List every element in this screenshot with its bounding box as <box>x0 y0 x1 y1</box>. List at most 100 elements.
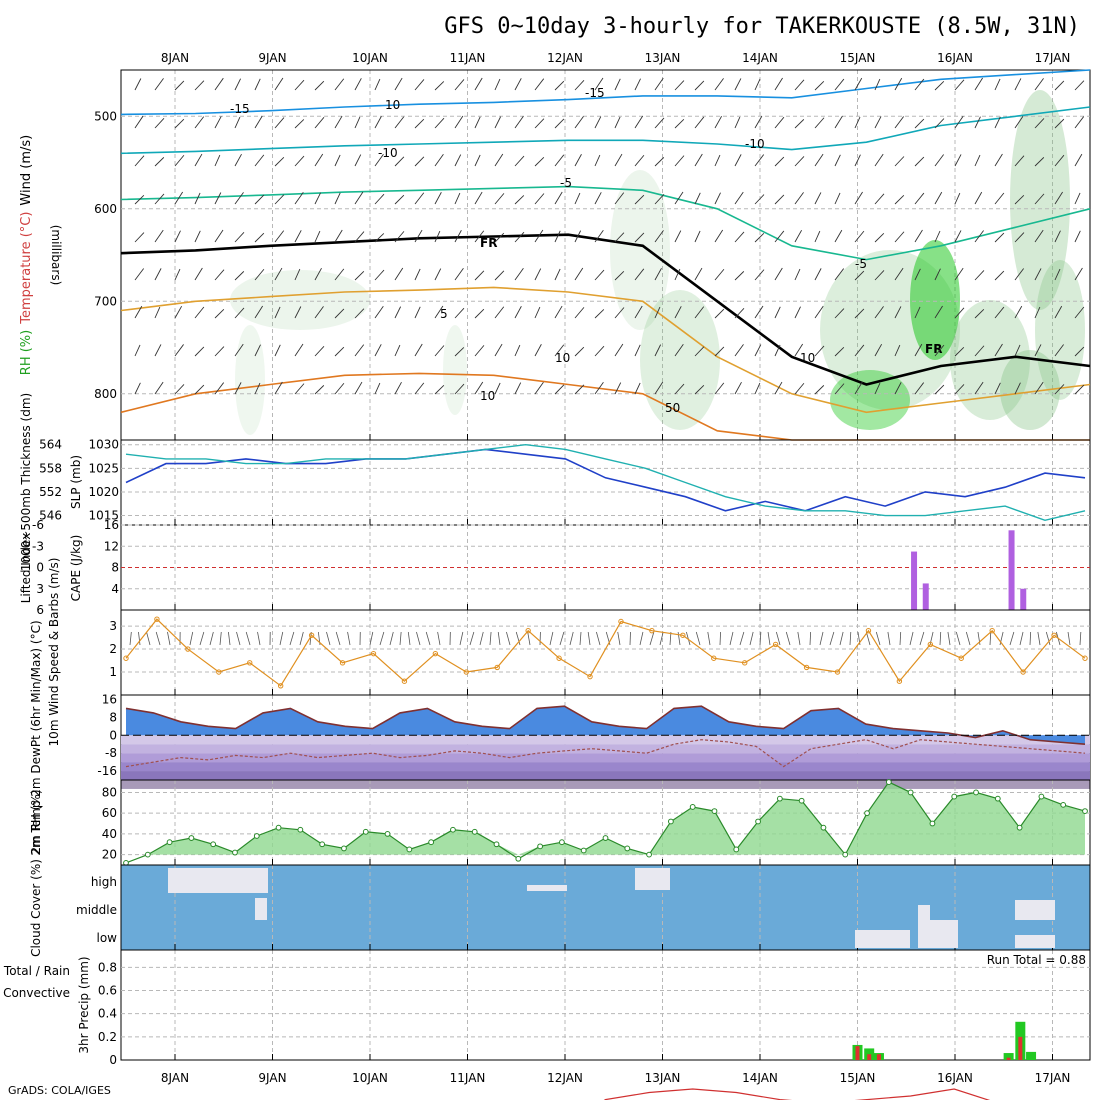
top-date-label-13JAN: 13JAN <box>645 51 681 65</box>
wind-barb-590 <box>588 632 590 645</box>
upper-wind-barb-835-90 <box>835 79 844 90</box>
upper-wind-barb-135-242 <box>135 233 144 242</box>
top-date-label-15JAN: 15JAN <box>840 51 876 65</box>
upper-wind-barb-1075-128 <box>1075 117 1084 128</box>
upper-wind-barb-495-280 <box>495 271 504 280</box>
ytick-temp--16: -16 <box>97 764 117 778</box>
upper-wind-barb-595-356 <box>595 346 604 356</box>
upper-wind-barb-275-242 <box>275 231 284 242</box>
cape-bar-3 <box>1020 589 1026 610</box>
upper-wind-barb-1075-90 <box>1075 81 1084 90</box>
bottom-date-label-16JAN: 16JAN <box>937 1071 973 1085</box>
upper-wind-barb-415-128 <box>415 119 424 128</box>
upper-wind-barb-295-356 <box>295 344 303 356</box>
wind-barb-700 <box>696 632 700 645</box>
upper-ylabel-unit: (millibars) <box>49 225 63 286</box>
rh-point-25 <box>668 819 673 824</box>
wind-barb-420 <box>416 632 420 645</box>
upper-wind-barb-915-128 <box>915 119 924 128</box>
upper-wind-barb-435-280 <box>435 269 441 280</box>
ytick-thick-552: 552 <box>39 485 62 499</box>
ytick-lifted-3: -3 <box>32 539 44 553</box>
upper-wind-barb-795-166 <box>795 156 804 166</box>
upper-wind-barb-175-318 <box>175 306 182 318</box>
upper-wind-barb-515-394 <box>515 383 521 394</box>
upper-wind-barb-895-204 <box>895 195 904 204</box>
wind-barb-1080 <box>1080 632 1081 645</box>
upper-wind-barb-255-90 <box>255 79 260 90</box>
upper-wind-barb-515-280 <box>515 268 523 280</box>
upper-wind-barb-275-356 <box>275 345 280 356</box>
chart-title: GFS 0~10day 3-hourly for TAKERKOUSTE (8.… <box>444 14 1080 39</box>
upper-wind-barb-155-90 <box>155 78 164 90</box>
upper-wind-barb-715-280 <box>715 269 724 280</box>
contour-label-8: FR <box>480 236 497 250</box>
upper-wind-barb-415-242 <box>415 230 422 242</box>
wind-barb-770 <box>768 632 770 645</box>
wind-point-31 <box>1083 656 1087 660</box>
rh-point-32 <box>821 825 826 830</box>
upper-wind-barb-835-166 <box>835 155 840 166</box>
upper-wind-barb-475-280 <box>475 271 484 280</box>
upper-wind-barb-335-242 <box>335 230 342 242</box>
precip-ylabel: 3hr Precip (mm) <box>77 956 91 1053</box>
bottom-date-label-9JAN: 9JAN <box>258 1071 286 1085</box>
precip-label-conv: Convective <box>3 986 70 1000</box>
wind-barb-1070 <box>1068 632 1070 645</box>
upper-wind-barb-735-90 <box>735 78 741 90</box>
upper-wind-barb-435-128 <box>435 118 444 128</box>
wind-barb-640 <box>640 632 643 645</box>
upper-wind-barb-795-242 <box>795 230 802 242</box>
upper-wind-barb-255-166 <box>255 155 264 166</box>
upper-wind-barb-195-318 <box>195 307 204 318</box>
contour-label-10: 10 <box>385 98 400 112</box>
top-date-label-9JAN: 9JAN <box>258 51 286 65</box>
rh-point-33 <box>843 852 848 857</box>
upper-wind-barb-995-204 <box>995 193 1004 204</box>
upper-wind-barb-275-204 <box>275 195 284 204</box>
upper-wind-barb-975-166 <box>975 155 980 166</box>
thickness-line <box>126 445 1085 521</box>
wind-barb-650 <box>650 632 654 645</box>
upper-wind-barb-635-166 <box>635 155 644 166</box>
upper-wind-barb-175-128 <box>175 119 184 128</box>
ytick-precip-0: 0 <box>109 1053 117 1067</box>
upper-wind-barb-615-128 <box>615 117 620 128</box>
upper-wind-barb-695-128 <box>695 117 704 128</box>
wind-barb-500 <box>498 632 500 645</box>
upper-wind-barb-815-204 <box>815 192 821 204</box>
upper-wind-barb-535-90 <box>535 79 544 90</box>
upper-wind-barb-575-90 <box>575 80 584 90</box>
upper-wind-barb-735-280 <box>735 271 744 280</box>
cloud-patch-2 <box>527 885 567 891</box>
rh-point-36 <box>908 790 913 795</box>
wind-barb-950 <box>948 632 950 645</box>
cape-ylabel: CAPE (J/kg) <box>69 535 83 602</box>
upper-wind-barb-555-90 <box>555 81 564 90</box>
upper-wind-barb-355-90 <box>355 78 361 90</box>
upper-wind-barb-415-204 <box>415 193 424 204</box>
upper-wind-barb-1075-166 <box>1075 154 1082 166</box>
cloud-level-middle: middle <box>76 903 117 917</box>
upper-wind-barb-815-394 <box>815 385 824 394</box>
upper-wind-barb-355-128 <box>355 117 360 128</box>
rh-point-10 <box>342 846 347 851</box>
bottom-date-label-15JAN: 15JAN <box>840 1071 876 1085</box>
upper-wind-barb-515-90 <box>515 78 521 90</box>
lifted-ylabel: Lifted Index <box>19 533 33 604</box>
ytick-slp-1025: 1025 <box>88 461 119 475</box>
rh-point-31 <box>799 798 804 803</box>
upper-wind-barb-235-166 <box>235 154 242 166</box>
rh-ylabel: 2m RH (%) <box>29 789 43 854</box>
upper-wind-barb-555-318 <box>555 306 562 318</box>
top-date-label-11JAN: 11JAN <box>450 51 486 65</box>
wind-barb-130 <box>130 632 131 645</box>
upper-wind-barb-855-204 <box>855 192 863 204</box>
wind-barb-900 <box>900 632 901 645</box>
ytick-cape-12: 12 <box>104 539 119 553</box>
wind-barb-400 <box>400 632 401 645</box>
ytick-rh-60: 60 <box>102 806 117 820</box>
upper-wind-barb-995-90 <box>995 79 1000 90</box>
